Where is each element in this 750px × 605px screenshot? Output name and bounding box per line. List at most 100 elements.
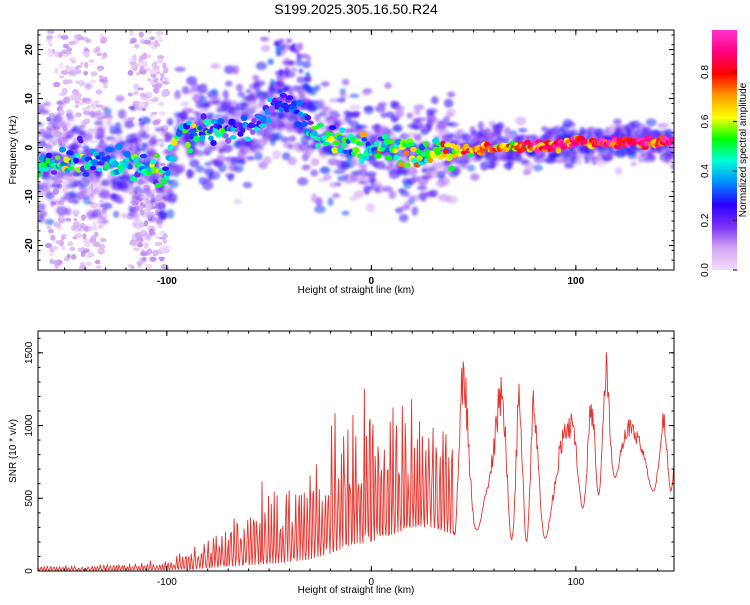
spectrogram-noise-dot	[139, 251, 148, 257]
spectrogram-halo-blob	[417, 185, 428, 191]
spectrogram-halo-blob	[462, 158, 472, 164]
spectrogram-noise-dot	[99, 238, 107, 243]
spectrogram-plume-blob	[284, 86, 290, 92]
spectrogram-noise-dot	[103, 84, 108, 89]
spectrogram-halo-blob	[406, 112, 413, 119]
spectrogram-halo-blob	[83, 132, 94, 141]
spectrogram-ridge-blob	[130, 175, 138, 182]
spectrogram-ridge-blob	[273, 84, 279, 90]
spectrogram-ytick-label: -10	[24, 189, 35, 204]
spectrogram-ridge-blob	[361, 137, 368, 142]
spectrogram-ridge-blob	[271, 97, 278, 105]
spectrogram-noise-dot	[136, 71, 141, 76]
spectrogram-noise-dot	[86, 105, 91, 109]
spectrogram-halo-blob	[315, 99, 326, 109]
spectrogram-noise-dot	[157, 54, 165, 60]
spectrogram-halo-blob	[253, 80, 266, 87]
spectrogram-noise-dot	[74, 104, 80, 109]
spectrogram-halo-blob	[343, 173, 351, 179]
spectrogram-noise-dot	[61, 49, 69, 54]
spectrogram-ridge-blob	[352, 146, 360, 153]
spectrogram-halo-blob	[72, 198, 80, 205]
spectrogram-halo-blob	[222, 89, 229, 100]
spectrogram-noise-dot	[50, 234, 56, 241]
spectrogram-halo-blob	[425, 169, 437, 179]
spectrogram-halo-blob	[45, 127, 53, 137]
spectrogram-halo-blob	[448, 122, 459, 127]
spectrogram-noise-dot	[89, 140, 98, 144]
spectrogram-noise-dot	[95, 89, 103, 95]
spectrogram-ridge-blob	[160, 180, 168, 185]
spectrogram-halo-blob	[158, 210, 168, 220]
spectrogram-ridge-blob	[244, 136, 251, 142]
spectrogram-ridge-blob	[571, 141, 580, 146]
snr-ytick-label: 1000	[24, 414, 35, 437]
spectrogram-halo-blob	[258, 161, 268, 169]
spectrogram-halo-blob	[245, 88, 252, 94]
spectrogram-plume-blob	[294, 115, 299, 123]
spectrogram-noise-dot	[84, 242, 91, 248]
colorbar-tick-label: 0.4	[700, 164, 711, 178]
spectrogram-ridge-blob	[311, 125, 320, 130]
spectrogram-noise-dot	[90, 104, 97, 109]
spectrogram-halo-blob	[489, 161, 500, 167]
spectrogram-ytick-label: -20	[24, 238, 35, 253]
spectrogram-noise-dot	[162, 80, 170, 85]
spectrogram-noise-dot	[80, 214, 86, 221]
spectrogram-noise-dot	[64, 64, 72, 71]
spectrogram-halo-blob	[166, 209, 175, 219]
spectrogram-halo-blob	[260, 44, 271, 52]
spectrogram-halo-blob	[186, 76, 198, 86]
spectrogram-halo-blob	[120, 213, 132, 219]
spectrogram-halo-blob	[224, 65, 235, 75]
spectrogram-ridge-blob	[225, 137, 232, 144]
spectrogram-marks	[38, 30, 674, 270]
spectrogram-noise-dot	[50, 245, 59, 251]
spectrogram-noise-dot	[147, 78, 152, 82]
spectrogram-ridge-blob	[294, 121, 302, 128]
spectrogram-ridge-blob	[90, 159, 99, 166]
spectrogram-halo-blob	[127, 184, 135, 194]
spectrogram-ridge-blob	[251, 118, 257, 124]
spectrogram-noise-dot	[158, 246, 167, 253]
spectrogram-halo-blob	[645, 118, 657, 127]
spectrogram-halo-blob	[227, 174, 234, 182]
spectrogram-noise-dot	[139, 65, 145, 71]
spectrogram-halo-blob	[280, 136, 289, 144]
spectrogram-noise-dot	[67, 241, 74, 247]
spectrogram-halo-blob	[130, 105, 137, 111]
spectrogram-noise-dot	[94, 259, 101, 265]
spectrogram-halo-blob	[100, 179, 111, 186]
spectrogram-halo-blob	[352, 110, 361, 117]
spectrogram-noise-dot	[52, 188, 60, 195]
spectrogram-plume-blob	[288, 87, 294, 95]
spectrogram-ridge-blob	[105, 147, 114, 153]
spectrogram-noise-dot	[81, 265, 87, 270]
spectrogram-noise-dot	[138, 31, 144, 38]
spectrogram-halo-blob	[58, 143, 67, 148]
spectrogram-noise-dot	[128, 58, 135, 63]
spectrogram-halo-blob	[312, 159, 320, 165]
spectrogram-noise-dot	[98, 74, 103, 79]
spectrogram-noise-dot	[44, 242, 53, 249]
spectrogram-ytick-label: 10	[24, 93, 35, 105]
spectrogram-ridge-blob	[45, 157, 51, 164]
spectrogram-noise-dot	[58, 75, 65, 79]
spectrogram-halo-blob	[137, 178, 149, 185]
spectrogram-halo-blob	[524, 162, 536, 171]
spectrogram-halo-blob	[446, 195, 458, 204]
spectrogram-ridge-blob	[95, 155, 101, 160]
spectrogram-halo-blob	[233, 165, 244, 173]
spectrogram-halo-blob	[566, 121, 576, 128]
spectrogram-halo-blob	[167, 179, 179, 189]
spectrogram-halo-blob	[553, 152, 562, 158]
spectrogram-ridge-blob	[210, 119, 219, 125]
spectrogram-halo-blob	[494, 124, 503, 135]
spectrogram-ytick-label: 0	[24, 144, 35, 150]
spectrogram-halo-blob	[333, 119, 344, 127]
spectrogram-halo-blob	[38, 202, 46, 211]
spectrogram-noise-dot	[162, 238, 168, 244]
spectrogram-ridge-blob	[327, 135, 335, 143]
spectrogram-plume-blob	[275, 45, 283, 53]
spectrogram-noise-dot	[62, 43, 70, 49]
